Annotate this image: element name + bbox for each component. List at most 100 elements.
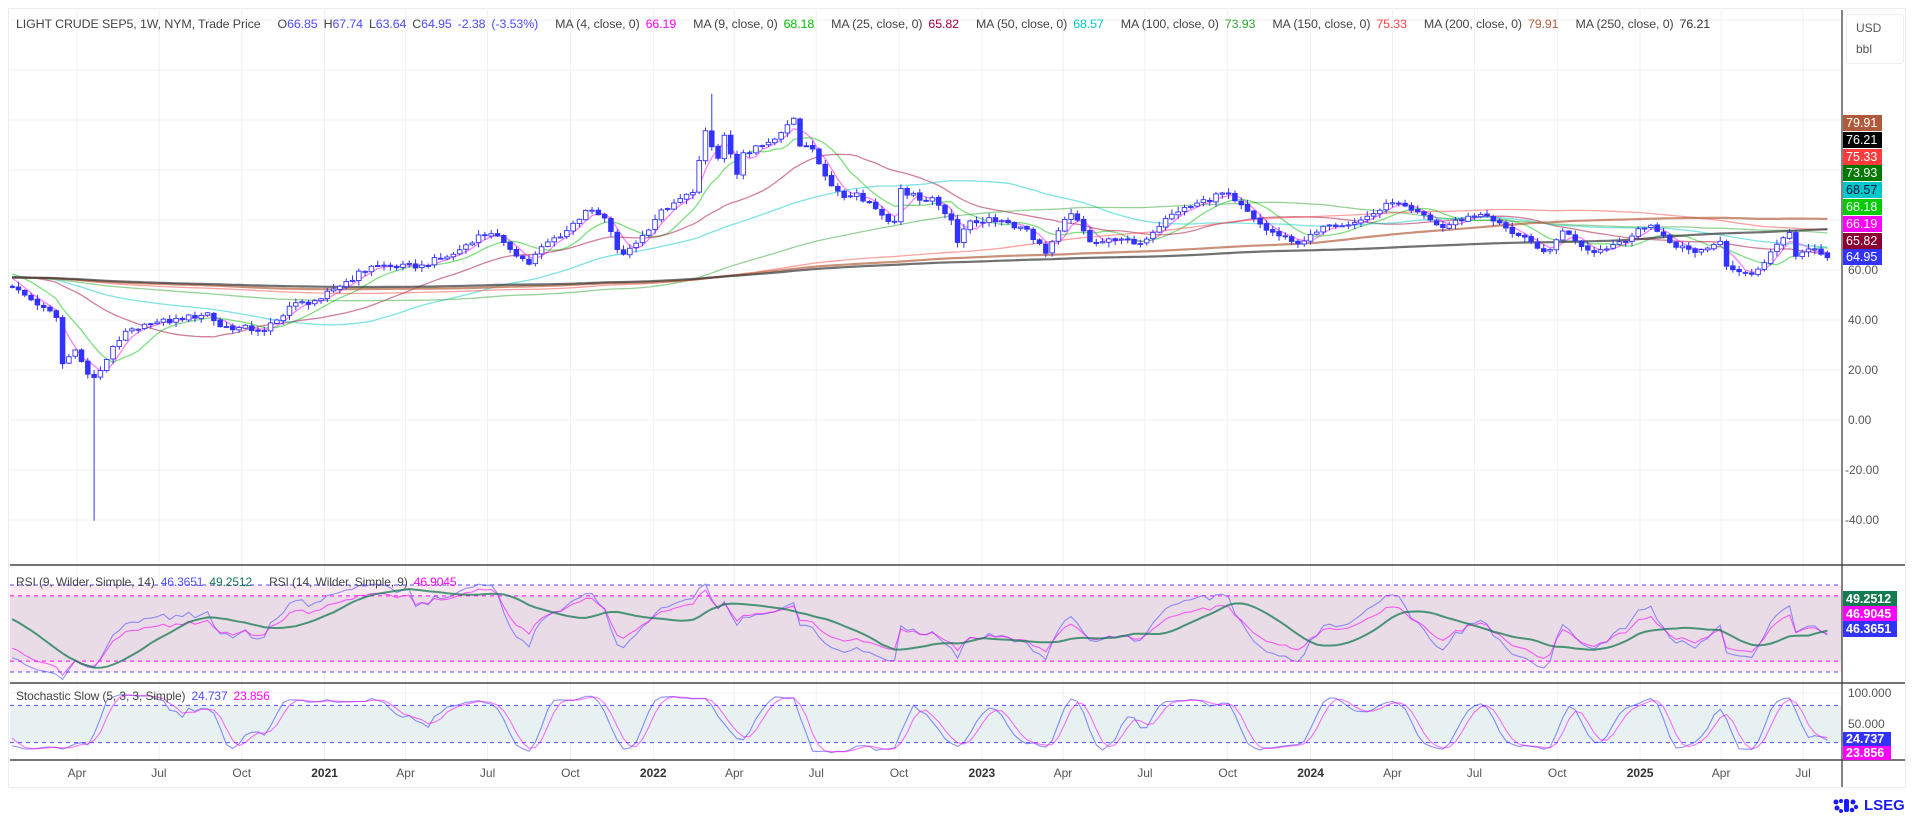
- candle-body-up: [1698, 249, 1705, 253]
- candle-body-down: [1496, 220, 1503, 224]
- candle-body-up: [1307, 233, 1314, 242]
- rsi14-legend-label: RSI (14, Wilder, Simple, 9): [269, 575, 408, 589]
- candle-body-down: [1005, 219, 1011, 224]
- candle: [778, 131, 784, 144]
- candle: [620, 245, 627, 256]
- candle-body-up: [299, 301, 305, 304]
- rsi9-value: 46.3651: [160, 575, 204, 589]
- candle: [72, 349, 78, 359]
- candle: [614, 229, 620, 254]
- candle: [494, 228, 501, 237]
- candle-body-down: [1080, 218, 1087, 232]
- candle-body-down: [1131, 239, 1137, 245]
- candle-body-down: [1660, 231, 1667, 236]
- ma-50-legend-label: MA (50, close, 0): [975, 17, 1068, 31]
- candle-body-up: [1389, 202, 1396, 205]
- candle: [1175, 206, 1181, 219]
- candle: [1774, 239, 1780, 257]
- candle: [1219, 191, 1226, 199]
- candle-body-down: [1824, 252, 1831, 259]
- candle-body-down: [482, 234, 488, 237]
- candle-body-down: [1528, 236, 1534, 242]
- candle: [1559, 228, 1566, 242]
- candle-body-up: [1099, 241, 1106, 244]
- candle-body-up: [110, 346, 116, 360]
- candle-body-down: [1414, 209, 1421, 213]
- candle-body-down: [1459, 219, 1465, 222]
- time-axis-label: Jul: [1466, 766, 1483, 780]
- candle: [173, 314, 179, 328]
- stochastic-k-badge: 24.737: [1843, 732, 1891, 746]
- candle: [1307, 229, 1314, 245]
- candle-body-up: [242, 324, 249, 329]
- candle-body-down: [1748, 272, 1755, 275]
- time-axis-label: Jul: [1795, 766, 1811, 780]
- candle: [1824, 250, 1831, 261]
- candle: [1528, 233, 1534, 245]
- candle: [841, 189, 847, 201]
- candle-body-down: [1572, 234, 1579, 241]
- candle-body-up: [1301, 240, 1307, 245]
- candle: [1320, 225, 1326, 235]
- high-value: 67.74: [332, 17, 363, 31]
- candle-body-up: [1767, 251, 1774, 264]
- candle-body-up: [1188, 206, 1194, 208]
- candle-body-down: [1396, 202, 1402, 205]
- candle-body-down: [10, 285, 15, 288]
- unit-selector[interactable]: USD bbl: [1846, 14, 1904, 64]
- candle-body-down: [872, 201, 879, 210]
- candle: [1244, 199, 1251, 213]
- candle: [305, 299, 312, 310]
- candles: [10, 93, 1831, 521]
- candle-body-up: [967, 220, 973, 231]
- candle: [450, 251, 457, 261]
- candle-body-up: [1358, 219, 1364, 224]
- candle-body-up: [753, 145, 759, 154]
- candle: [1616, 237, 1623, 246]
- candle-body-down: [47, 306, 53, 312]
- candle-body-up: [551, 237, 557, 243]
- candle-body-up: [356, 270, 362, 281]
- candle: [929, 195, 936, 206]
- candle: [211, 311, 217, 326]
- candle-body-up: [1755, 268, 1761, 275]
- candle-body-up: [330, 288, 337, 292]
- candle-body-up: [1780, 237, 1787, 246]
- candle: [816, 147, 822, 165]
- candle: [141, 323, 148, 330]
- candle-body-up: [853, 192, 860, 197]
- candle: [576, 218, 583, 228]
- ma-150-line: [12, 208, 1828, 295]
- candle: [1156, 221, 1163, 234]
- candle-body-down: [387, 264, 394, 267]
- stochastic-legend-label: Stochastic Slow (5, 3, 3, Simple): [16, 689, 186, 703]
- candle: [53, 309, 60, 322]
- candle: [10, 284, 15, 289]
- candle-body-down: [709, 130, 715, 148]
- candle: [1698, 248, 1705, 256]
- candle: [343, 278, 349, 290]
- candle-body-down: [1036, 239, 1043, 244]
- candle-body-down: [715, 145, 721, 159]
- candle-body-down: [866, 201, 873, 204]
- candle-body-up: [1061, 219, 1068, 232]
- candle: [1692, 247, 1698, 258]
- candle-body-down: [1276, 231, 1282, 237]
- rsi-inner-band: [10, 595, 1842, 662]
- candle: [847, 191, 854, 199]
- candle: [1566, 230, 1572, 236]
- candle: [1225, 188, 1232, 200]
- candle: [652, 214, 658, 234]
- candle: [1818, 243, 1824, 256]
- candle-body-down: [809, 144, 816, 150]
- candle: [1005, 217, 1011, 225]
- candle-body-up: [1213, 193, 1219, 203]
- candle: [532, 251, 539, 267]
- candle-body-up: [1610, 244, 1616, 249]
- candle: [853, 188, 860, 201]
- candle-body-up: [721, 134, 728, 160]
- candle-body-up: [1629, 235, 1635, 242]
- candle-body-down: [85, 360, 91, 375]
- candle-body-up: [664, 208, 671, 210]
